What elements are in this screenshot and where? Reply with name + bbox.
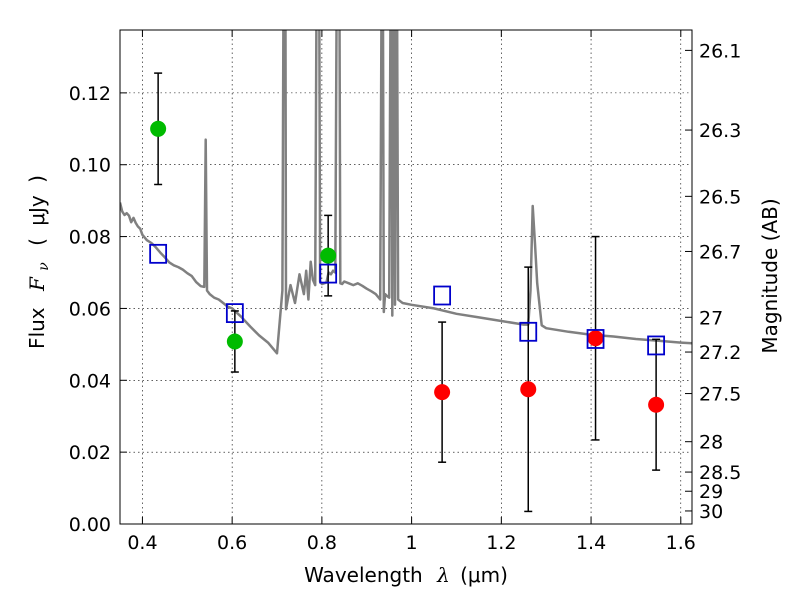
mag-tick-label: 26.3	[699, 120, 741, 142]
y-axis-label: Flux F ν ( μJy )	[25, 175, 53, 349]
x-tick-label: 0.8	[307, 532, 337, 554]
y-tick-label: 0.04	[69, 370, 111, 392]
model photometry-square	[433, 285, 452, 306]
mag-tick-label: 26.5	[699, 186, 741, 208]
sed-model-line	[120, 30, 692, 355]
y-tick-label: 0.08	[69, 227, 111, 249]
y-tick-label: 0.10	[69, 155, 111, 177]
model photometry-square	[519, 321, 538, 342]
y2-axis-label: Magnitude (AB)	[758, 198, 782, 353]
non-detections-point	[434, 384, 451, 401]
model photometry-square	[149, 243, 168, 264]
x-tick-label: 1	[406, 532, 418, 554]
detections-point	[150, 120, 167, 137]
y-tick-label: 0.12	[69, 83, 111, 105]
model photometry-square	[225, 303, 244, 324]
mag-tick-label: 29	[699, 481, 723, 503]
mag-tick-label: 27.2	[699, 342, 741, 364]
y-tick-label: 0.02	[69, 442, 111, 464]
model photometry-square	[647, 335, 666, 356]
axis-ticks: 0.4 0.6 0.8 1 1.2 1.4 1.6 0.00 0.02 0.04 0.06 0.08 0…	[69, 30, 741, 554]
mag-tick-label: 26.7	[699, 241, 741, 263]
y-tick-label: 0.06	[69, 298, 111, 320]
detections-point	[320, 247, 337, 264]
mag-tick-label: 27	[699, 307, 723, 329]
x-axis-label: Wavelength λ (μm)	[304, 563, 508, 587]
x-tick-label: 0.6	[217, 532, 247, 554]
mag-tick-label: 28.5	[699, 462, 741, 484]
non-detections-point	[520, 381, 537, 398]
plot-frame	[119, 29, 693, 525]
x-tick-label: 1.4	[576, 532, 606, 554]
x-tick-label: 1.2	[486, 532, 516, 554]
model photometry-square	[586, 329, 605, 349]
mag-tick-label: 27.5	[699, 384, 741, 406]
x-tick-label: 1.6	[666, 532, 696, 554]
detections-point	[226, 333, 243, 350]
y-tick-label: 0.00	[69, 514, 111, 536]
photometry-points	[149, 72, 666, 513]
non-detections-point	[587, 330, 604, 347]
non-detections-point	[648, 396, 665, 413]
x-tick-label: 0.4	[127, 532, 157, 554]
mag-tick-label: 30	[699, 501, 723, 523]
model photometry-square	[319, 263, 338, 284]
mag-tick-label: 26.1	[699, 40, 741, 62]
mag-tick-label: 28	[699, 432, 723, 454]
